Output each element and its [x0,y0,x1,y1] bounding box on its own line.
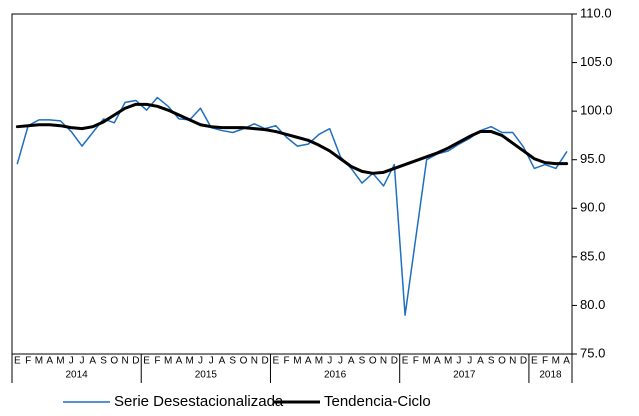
x-tick-label: D [391,356,398,367]
x-tick-label: J [209,356,214,367]
x-tick-label: A [563,356,570,367]
x-tick-label: J [69,356,74,367]
y-tick-label: 90.0 [580,200,605,215]
x-tick-label: J [456,356,461,367]
x-tick-label: O [240,356,248,367]
x-tick-label: M [35,356,43,367]
x-tick-label: J [80,356,85,367]
y-tick-label: 75.0 [580,345,605,360]
year-label: 2016 [324,370,347,381]
x-tick-label: J [467,356,472,367]
x-tick-label: M [444,356,452,367]
legend-label: Serie Desestacionalizada [114,393,284,410]
year-label: 2014 [65,370,88,381]
y-tick-label: 110.0 [580,5,612,20]
x-tick-label: D [261,356,268,367]
x-tick-label: M [186,356,194,367]
x-tick-label: A [477,356,484,367]
year-label: 2017 [453,370,476,381]
x-tick-label: E [143,356,150,367]
x-tick-label: J [327,356,332,367]
series-line [15,102,569,175]
y-tick-label: 85.0 [580,248,605,263]
year-label: 2015 [195,370,218,381]
legend-label: Tendencia-Ciclo [324,393,431,410]
x-tick-label: M [293,356,301,367]
x-tick-label: O [110,356,118,367]
x-tick-label: A [348,356,355,367]
y-tick-label: 100.0 [580,103,613,118]
x-tick-label: M [422,356,430,367]
x-tick-label: S [359,356,366,367]
y-tick-label: 80.0 [580,297,605,312]
x-tick-label: S [488,356,495,367]
x-tick-label: D [132,356,139,367]
plot-frame [11,13,573,355]
x-tick-label: J [338,356,343,367]
x-tick-label: F [25,356,31,367]
x-tick-label: A [89,356,96,367]
y-tick-label: 105.0 [580,54,613,69]
x-tick-label: A [176,356,183,367]
x-tick-label: F [154,356,160,367]
year-label: 2018 [539,370,562,381]
y-tick-label: 95.0 [580,151,605,166]
x-tick-label: E [402,356,409,367]
x-tick-label: E [531,356,538,367]
x-tick-label: M [315,356,323,367]
x-tick-label: N [380,356,387,367]
x-tick-label: N [121,356,128,367]
x-tick-label: J [198,356,203,367]
x-tick-label: N [509,356,516,367]
x-tick-label: O [369,356,377,367]
x-tick-label: M [552,356,560,367]
x-tick-label: A [434,356,441,367]
x-tick-label: A [219,356,226,367]
x-tick-label: A [46,356,53,367]
x-tick-label: N [251,356,258,367]
x-tick-label: F [542,356,548,367]
x-tick-label: F [413,356,419,367]
x-tick-label: S [229,356,236,367]
x-tick-label: S [100,356,107,367]
x-tick-label: M [56,356,64,367]
x-tick-label: M [164,356,172,367]
x-tick-label: E [14,356,21,367]
x-tick-label: F [284,356,290,367]
x-tick-label: O [498,356,506,367]
x-tick-label: A [305,356,312,367]
x-tick-label: E [273,356,280,367]
x-tick-label: D [520,356,527,367]
